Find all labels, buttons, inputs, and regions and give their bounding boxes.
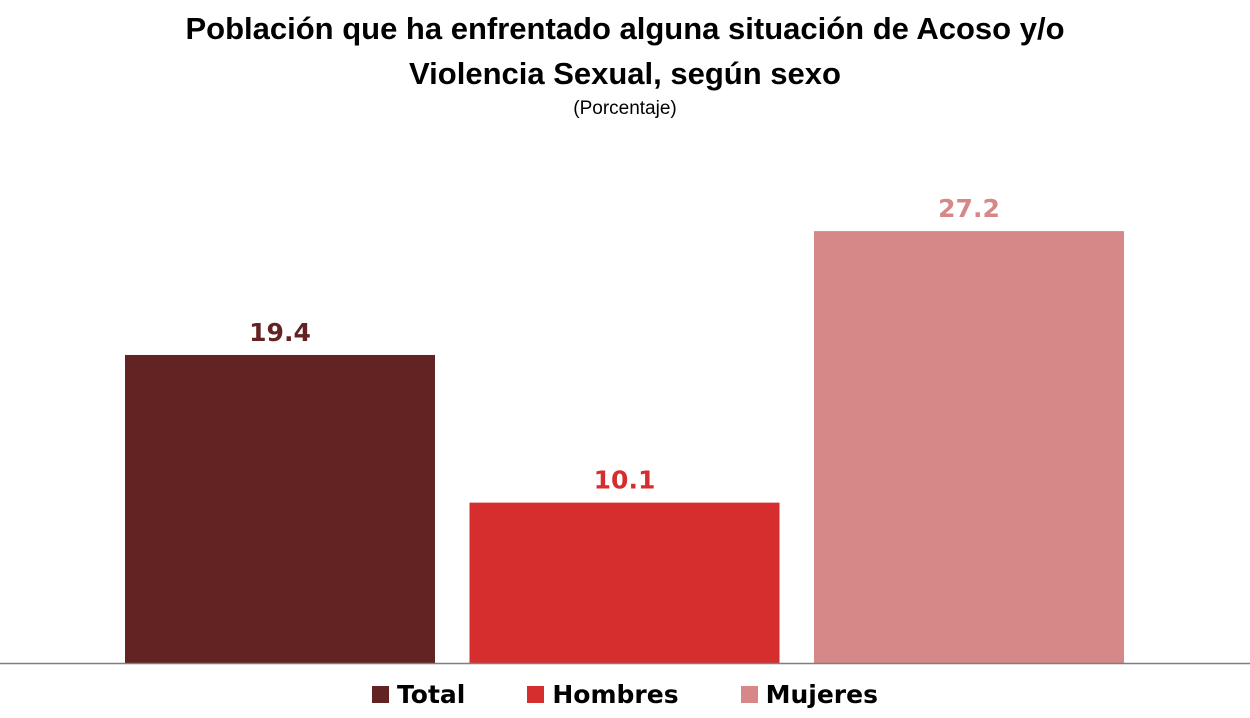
chart-subtitle: (Porcentaje)	[573, 98, 677, 119]
bar-hombres	[469, 502, 780, 663]
data-label-hombres: 10.1	[594, 466, 656, 495]
legend-swatch-hombres	[527, 686, 545, 703]
legend-swatch-mujeres	[740, 686, 758, 703]
legend-label-total: Total	[397, 680, 466, 709]
bar-total	[125, 354, 435, 663]
legend-item-hombres: Hombres	[527, 680, 679, 709]
legend-item-mujeres: Mujeres	[740, 680, 878, 709]
legend-label-hombres: Hombres	[552, 680, 679, 709]
chart-title: Población que ha enfrentado alguna situa…	[0, 6, 1250, 96]
legend: Total Hombres Mujeres	[0, 680, 1250, 709]
chart-title-line-1: Población que ha enfrentado alguna situa…	[185, 11, 1065, 46]
legend-swatch-total	[372, 686, 390, 703]
legend-item-total: Total	[372, 680, 465, 709]
legend-label-mujeres: Mujeres	[765, 680, 878, 709]
data-label-total: 19.4	[249, 318, 311, 347]
data-label-mujeres: 27.2	[938, 194, 1000, 223]
bar-mujeres	[814, 231, 1124, 664]
chart-title-line-2: Violencia Sexual, según sexo	[409, 56, 841, 91]
